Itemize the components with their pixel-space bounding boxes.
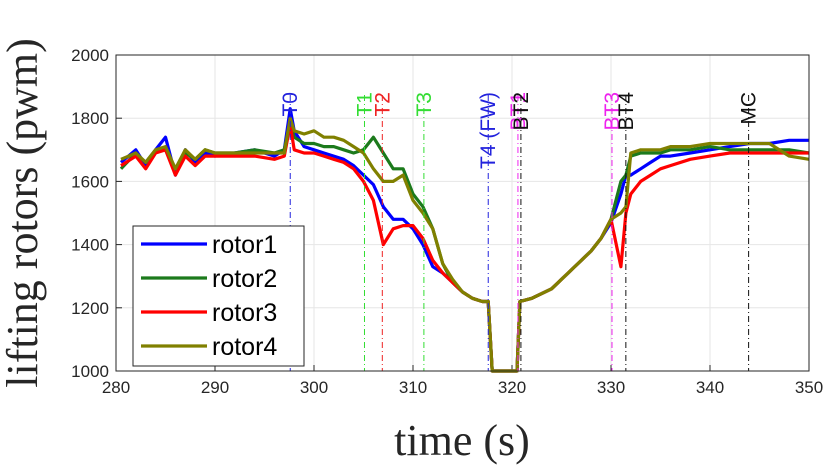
y-tick-label: 1400	[71, 236, 109, 255]
x-tick-label: 280	[102, 378, 130, 397]
x-tick-label: 300	[300, 378, 328, 397]
legend: rotor1 rotor2 rotor3 rotor4	[132, 225, 305, 367]
plot-frame	[115, 54, 810, 372]
event-label: BT4	[615, 92, 638, 131]
event-label: BT2	[510, 92, 533, 131]
y-tick-label: 1800	[71, 109, 109, 128]
legend-label: rotor3	[212, 299, 277, 327]
tick-labels: 280 290 300 310 320 330 340 350 1000 1200 1400 1600…	[71, 46, 823, 397]
x-tick-label: 290	[201, 378, 229, 397]
series-lines	[119, 107, 810, 373]
x-tick-label: 350	[795, 378, 823, 397]
x-tick-label: 310	[399, 378, 427, 397]
event-label: BT1	[507, 92, 530, 131]
event-label: T3	[413, 92, 436, 117]
legend-label: rotor1	[212, 231, 277, 259]
x-axis-label: time (s)	[394, 416, 530, 465]
y-tick-label: 1000	[71, 362, 109, 381]
event-label: T2	[371, 92, 394, 117]
event-label: MC	[738, 92, 761, 125]
legend-label: rotor2	[212, 265, 277, 293]
y-tick-label: 1200	[71, 299, 109, 318]
series-line-rotor3	[120, 122, 809, 373]
event-label: T0	[279, 92, 302, 117]
event-label: BT3	[601, 92, 624, 131]
y-tick-label: 1600	[71, 172, 109, 191]
legend-box	[132, 225, 305, 367]
y-tick-label: 2000	[71, 46, 109, 65]
x-tick-label: 330	[597, 378, 625, 397]
series-line-rotor4	[120, 116, 810, 373]
y-axis-label: lifting rotors (pwm)	[0, 38, 47, 388]
x-tick-label: 340	[696, 378, 724, 397]
x-tick-label: 320	[498, 378, 526, 397]
legend-label: rotor4	[212, 333, 277, 361]
event-label: T4 (FW)	[477, 92, 500, 169]
event-label: T1	[353, 92, 376, 117]
